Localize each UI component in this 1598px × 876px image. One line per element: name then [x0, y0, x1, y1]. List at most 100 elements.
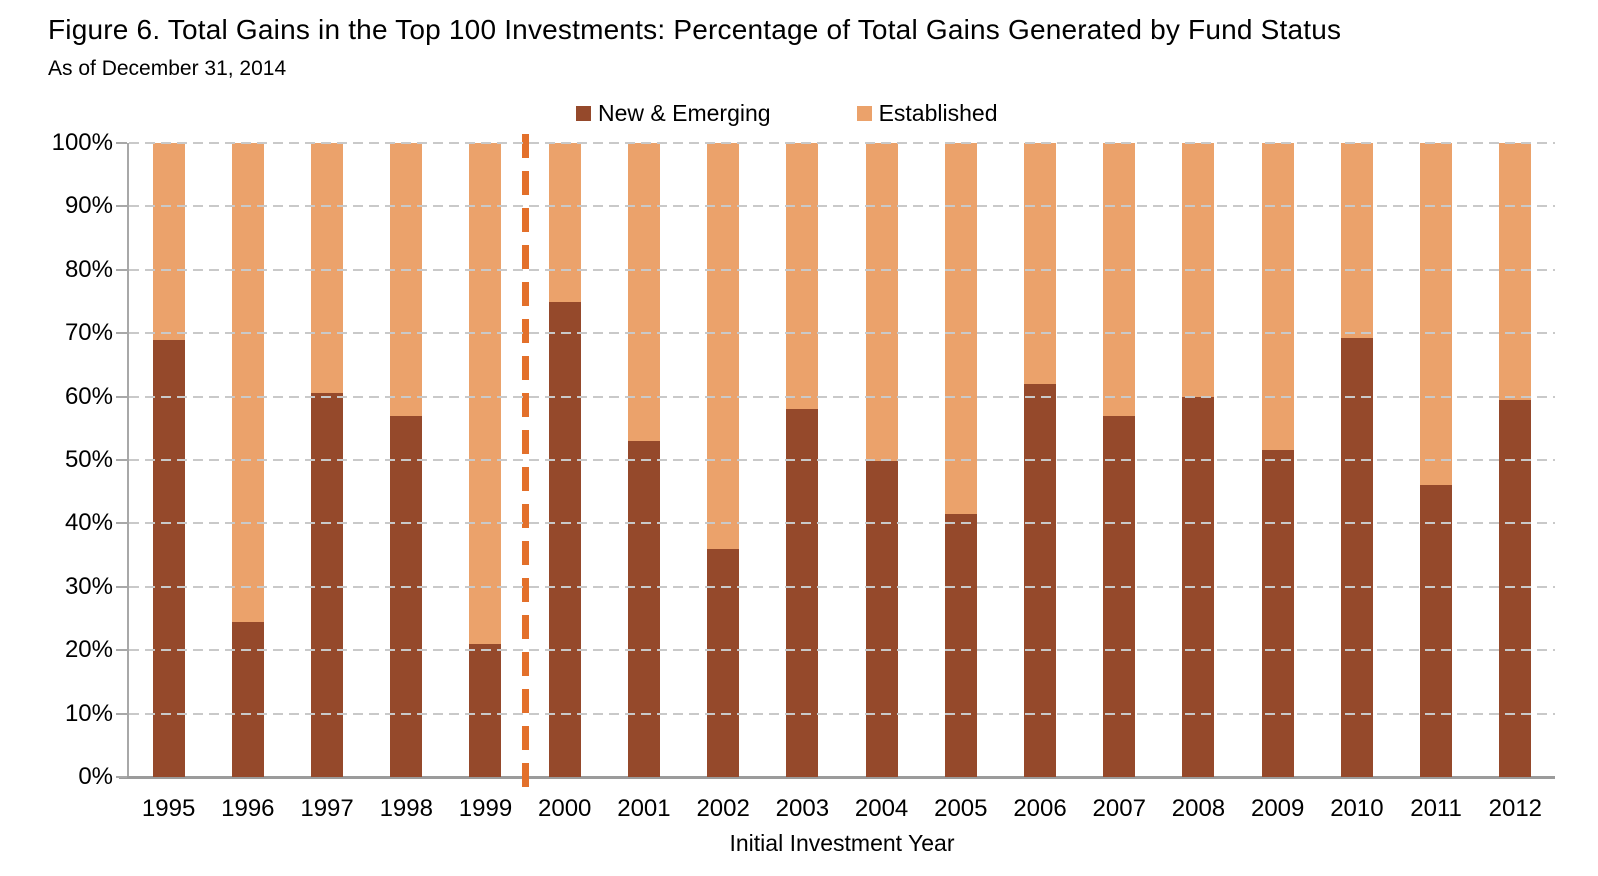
y-tick-20: [116, 649, 127, 652]
y-tick-label-40: 40%: [64, 509, 113, 537]
segment-new-emerging-2007: [1103, 415, 1136, 777]
segment-established-1995: [152, 143, 185, 340]
segment-established-2000: [548, 143, 581, 302]
bar-slot-2001: [604, 143, 683, 777]
y-tick-10: [116, 712, 127, 715]
x-tick-label-2009: 2009: [1250, 795, 1305, 822]
segment-established-2009: [1261, 143, 1294, 451]
bar-2009: [1261, 143, 1294, 777]
gridline-70: [129, 332, 1555, 335]
x-tick-label-2001: 2001: [617, 795, 671, 822]
bar-2005: [944, 143, 977, 777]
segment-established-2007: [1103, 143, 1136, 416]
x-tick-label-2000: 2000: [538, 795, 592, 822]
bar-2000: [548, 143, 581, 777]
x-tick-label-1999: 1999: [458, 795, 513, 822]
bar-1996: [231, 143, 264, 777]
y-tick-70: [116, 332, 127, 335]
bar-slot-2003: [763, 143, 842, 777]
segment-new-emerging-2011: [1420, 485, 1453, 777]
segment-established-2012: [1499, 143, 1532, 400]
segment-new-emerging-2010: [1340, 337, 1373, 777]
segment-established-2006: [1024, 143, 1057, 384]
y-tick-80: [116, 268, 127, 271]
segment-new-emerging-2000: [548, 301, 581, 777]
segment-new-emerging-2002: [707, 548, 740, 777]
gridline-100: [129, 142, 1555, 144]
segment-established-1998: [390, 143, 423, 416]
y-tick-30: [116, 585, 127, 588]
segment-new-emerging-2012: [1499, 399, 1532, 777]
segment-new-emerging-2005: [944, 513, 977, 777]
x-tick-label-2003: 2003: [775, 795, 830, 822]
segment-established-2004: [865, 143, 898, 462]
plot-area: 1995 1996 1997 1998 1999 2000 2001 2002 2003 2004…: [52, 129, 1555, 856]
segment-new-emerging-1995: [152, 339, 185, 777]
bar-1998: [390, 143, 423, 777]
gridline-30: [129, 585, 1555, 588]
new-emerging-swatch-icon: [576, 106, 591, 121]
y-tick-label-30: 30%: [64, 572, 113, 600]
bar-2004: [865, 143, 898, 777]
bar-slot-1998: [367, 143, 446, 777]
x-tick-label-2007: 2007: [1092, 795, 1146, 822]
bar-slot-2011: [1397, 143, 1476, 777]
y-tick-label-50: 50%: [64, 446, 113, 473]
bar-slot-2007: [1080, 143, 1159, 777]
segment-established-2005: [944, 143, 977, 514]
bar-2011: [1420, 143, 1453, 777]
segment-new-emerging-2001: [627, 440, 660, 777]
bar-2006: [1024, 143, 1057, 777]
segment-new-emerging-1996: [231, 621, 264, 777]
gridline-50: [129, 459, 1555, 461]
legend-label-established: Established: [878, 100, 998, 126]
y-tick-label-70: 70%: [64, 319, 113, 347]
segment-established-1997: [311, 143, 344, 394]
y-tick-60: [116, 395, 127, 398]
segment-established-2010: [1340, 143, 1373, 338]
legend-label-new-emerging: New & Emerging: [598, 100, 771, 126]
x-tick-label-1996: 1996: [221, 795, 275, 822]
y-tick-50: [116, 459, 127, 461]
bar-slot-1999: [446, 143, 525, 777]
x-axis-title: Initial Investment Year: [729, 830, 955, 856]
x-tick-label-1998: 1998: [379, 795, 433, 822]
x-tick-label-1995: 1995: [141, 795, 196, 822]
segment-new-emerging-1999: [469, 643, 502, 777]
segment-established-2011: [1420, 143, 1453, 486]
bar-2007: [1103, 143, 1136, 777]
bar-2001: [627, 143, 660, 777]
bar-slot-1996: [208, 143, 287, 777]
x-tick-label-1997: 1997: [300, 795, 354, 822]
period-divider-line: [522, 134, 530, 800]
bar-slot-2006: [1000, 143, 1079, 777]
gridline-20: [129, 649, 1555, 652]
bar-slot-2000: [525, 143, 604, 777]
x-tick-label-2004: 2004: [854, 795, 909, 822]
chart-title: Figure 6. Total Gains in the Top 100 Inv…: [48, 14, 1342, 45]
bar-1995: [152, 143, 185, 777]
bar-slot-1995: [129, 143, 208, 777]
segment-established-1999: [469, 143, 502, 644]
gridline-10: [129, 712, 1555, 715]
gridline-80: [129, 268, 1555, 271]
bar-2003: [786, 143, 819, 777]
y-tick-90: [116, 205, 127, 208]
bar-slot-2009: [1238, 143, 1317, 777]
x-tick-label-2002: 2002: [696, 795, 750, 822]
y-tick-label-60: 60%: [64, 382, 113, 410]
segment-new-emerging-2003: [786, 409, 819, 777]
y-tick-label-90: 90%: [64, 192, 113, 220]
y-tick-label-0: 0%: [78, 763, 113, 790]
established-swatch-icon: [856, 106, 872, 121]
x-tick-label-2010: 2010: [1330, 795, 1384, 822]
y-tick-label-100: 100%: [51, 129, 113, 156]
y-tick-label-20: 20%: [64, 636, 113, 664]
bar-slot-2005: [921, 143, 1000, 777]
bar-2010: [1340, 143, 1373, 777]
legend: New & Emerging Established: [576, 100, 998, 127]
y-tick-0: [116, 776, 127, 778]
x-tick-label-2006: 2006: [1013, 795, 1067, 822]
x-tick-label-2012: 2012: [1488, 795, 1543, 822]
